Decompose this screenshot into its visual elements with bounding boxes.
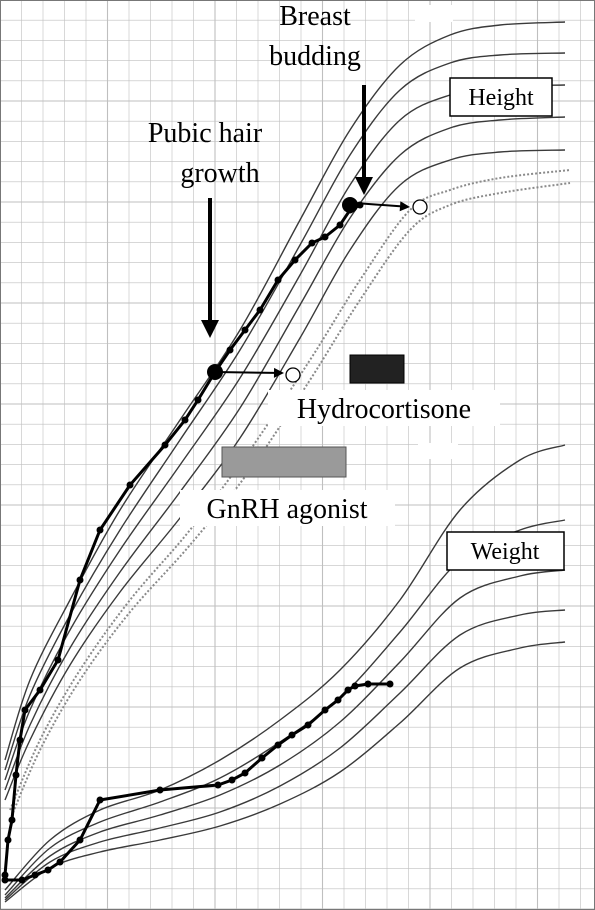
gnrh-agonist-bar	[221, 446, 347, 478]
filled-marker	[342, 197, 358, 213]
weight-patient-point	[18, 876, 26, 884]
height-patient-point	[1, 871, 9, 879]
weight-patient-point	[288, 731, 296, 739]
height-percentiles-curve-2	[4, 84, 566, 781]
height-shift-arrow-2-head	[399, 201, 410, 212]
height-shift-arrow-1-shaft	[214, 371, 275, 374]
weight-patient-point	[321, 706, 329, 714]
height-patient-point	[181, 416, 189, 424]
height-patient-point	[256, 306, 264, 314]
weight-patient-point	[386, 680, 394, 688]
weight-patient-point	[76, 836, 84, 844]
weight-patient-point	[274, 741, 282, 749]
height-percentiles-curve-4	[4, 149, 566, 801]
weight-patient-point	[334, 696, 342, 704]
height-patient-point	[8, 816, 16, 824]
pubic-hair-arrow-head	[201, 320, 219, 338]
breast-budding-label-line2: budding	[269, 41, 361, 72]
height-patient-point	[308, 239, 316, 247]
height-patient-point	[161, 441, 169, 449]
height-patient-point	[126, 481, 134, 489]
height-shift-arrow-1-head	[273, 367, 284, 378]
height-percentiles-curve-0	[4, 21, 566, 761]
weight-percentiles-curve-11	[4, 641, 566, 903]
weight-patient-point	[364, 680, 372, 688]
weight-patient-point	[344, 686, 352, 694]
weight-patient-point	[31, 871, 39, 879]
weight-patient-point	[304, 721, 312, 729]
blank-patch	[415, 5, 453, 22]
hydrocortisone-label-bg	[268, 390, 500, 426]
gnrh-agonist-label-bg	[180, 490, 395, 526]
weight-patient-point	[56, 858, 64, 866]
height-patient-point	[12, 771, 20, 779]
height-patient-point	[16, 736, 24, 744]
gnrh-agonist-label: GnRH agonist	[207, 494, 368, 525]
weight-percentiles-curve-10	[4, 609, 566, 901]
weight-percentiles-curve-9	[4, 569, 566, 899]
height-percentiles-curve-3	[4, 116, 566, 791]
height-patient-point	[336, 221, 344, 229]
hydrocortisone-bar	[349, 354, 405, 384]
weight-patient-point	[214, 781, 222, 789]
weight-label-box	[446, 531, 565, 571]
height-patient-point	[226, 346, 234, 354]
pubic-hair-label-line1: Pubic hair	[148, 118, 263, 149]
weight-patient-point	[228, 776, 236, 784]
weight-label: Weight	[471, 539, 540, 565]
weight-percentiles-curve-7	[4, 444, 566, 891]
open-marker	[412, 199, 428, 215]
height-patient-point	[291, 256, 299, 264]
breast-budding-label-line1: Breast	[279, 1, 351, 32]
patient-measurements	[1, 197, 428, 884]
breast-budding-arrow-head	[355, 177, 373, 195]
annotation-arrows	[201, 85, 410, 378]
height-patient-line	[3, 203, 361, 876]
hydrocortisone-label: Hydrocortisone	[297, 394, 471, 425]
height-label: Height	[468, 85, 534, 111]
height-patient-point	[21, 706, 29, 714]
blank-patch	[418, 443, 458, 459]
height-dotted-curve-6	[9, 182, 571, 821]
height-patient-point	[36, 686, 44, 694]
height-patient-point	[4, 836, 12, 844]
weight-patient-line	[5, 682, 390, 882]
height-patient-point	[241, 326, 249, 334]
weight-patient-point	[1, 876, 9, 884]
weight-patient-point	[241, 769, 249, 777]
weight-patient-point	[96, 796, 104, 804]
height-patient-point	[76, 576, 84, 584]
height-patient-point	[54, 656, 62, 664]
weight-patient-point	[156, 786, 164, 794]
pubic-hair-label-line2: growth	[180, 158, 259, 189]
height-patient-point	[274, 276, 282, 284]
weight-patient-point	[351, 682, 359, 690]
height-label-box	[449, 77, 553, 117]
height-patient-point	[96, 526, 104, 534]
weight-patient-point	[44, 866, 52, 874]
open-marker	[285, 367, 301, 383]
height-patient-point	[194, 396, 202, 404]
height-patient-point	[321, 233, 329, 241]
weight-patient-point	[258, 754, 266, 762]
height-shift-arrow-2-shaft	[354, 202, 401, 208]
